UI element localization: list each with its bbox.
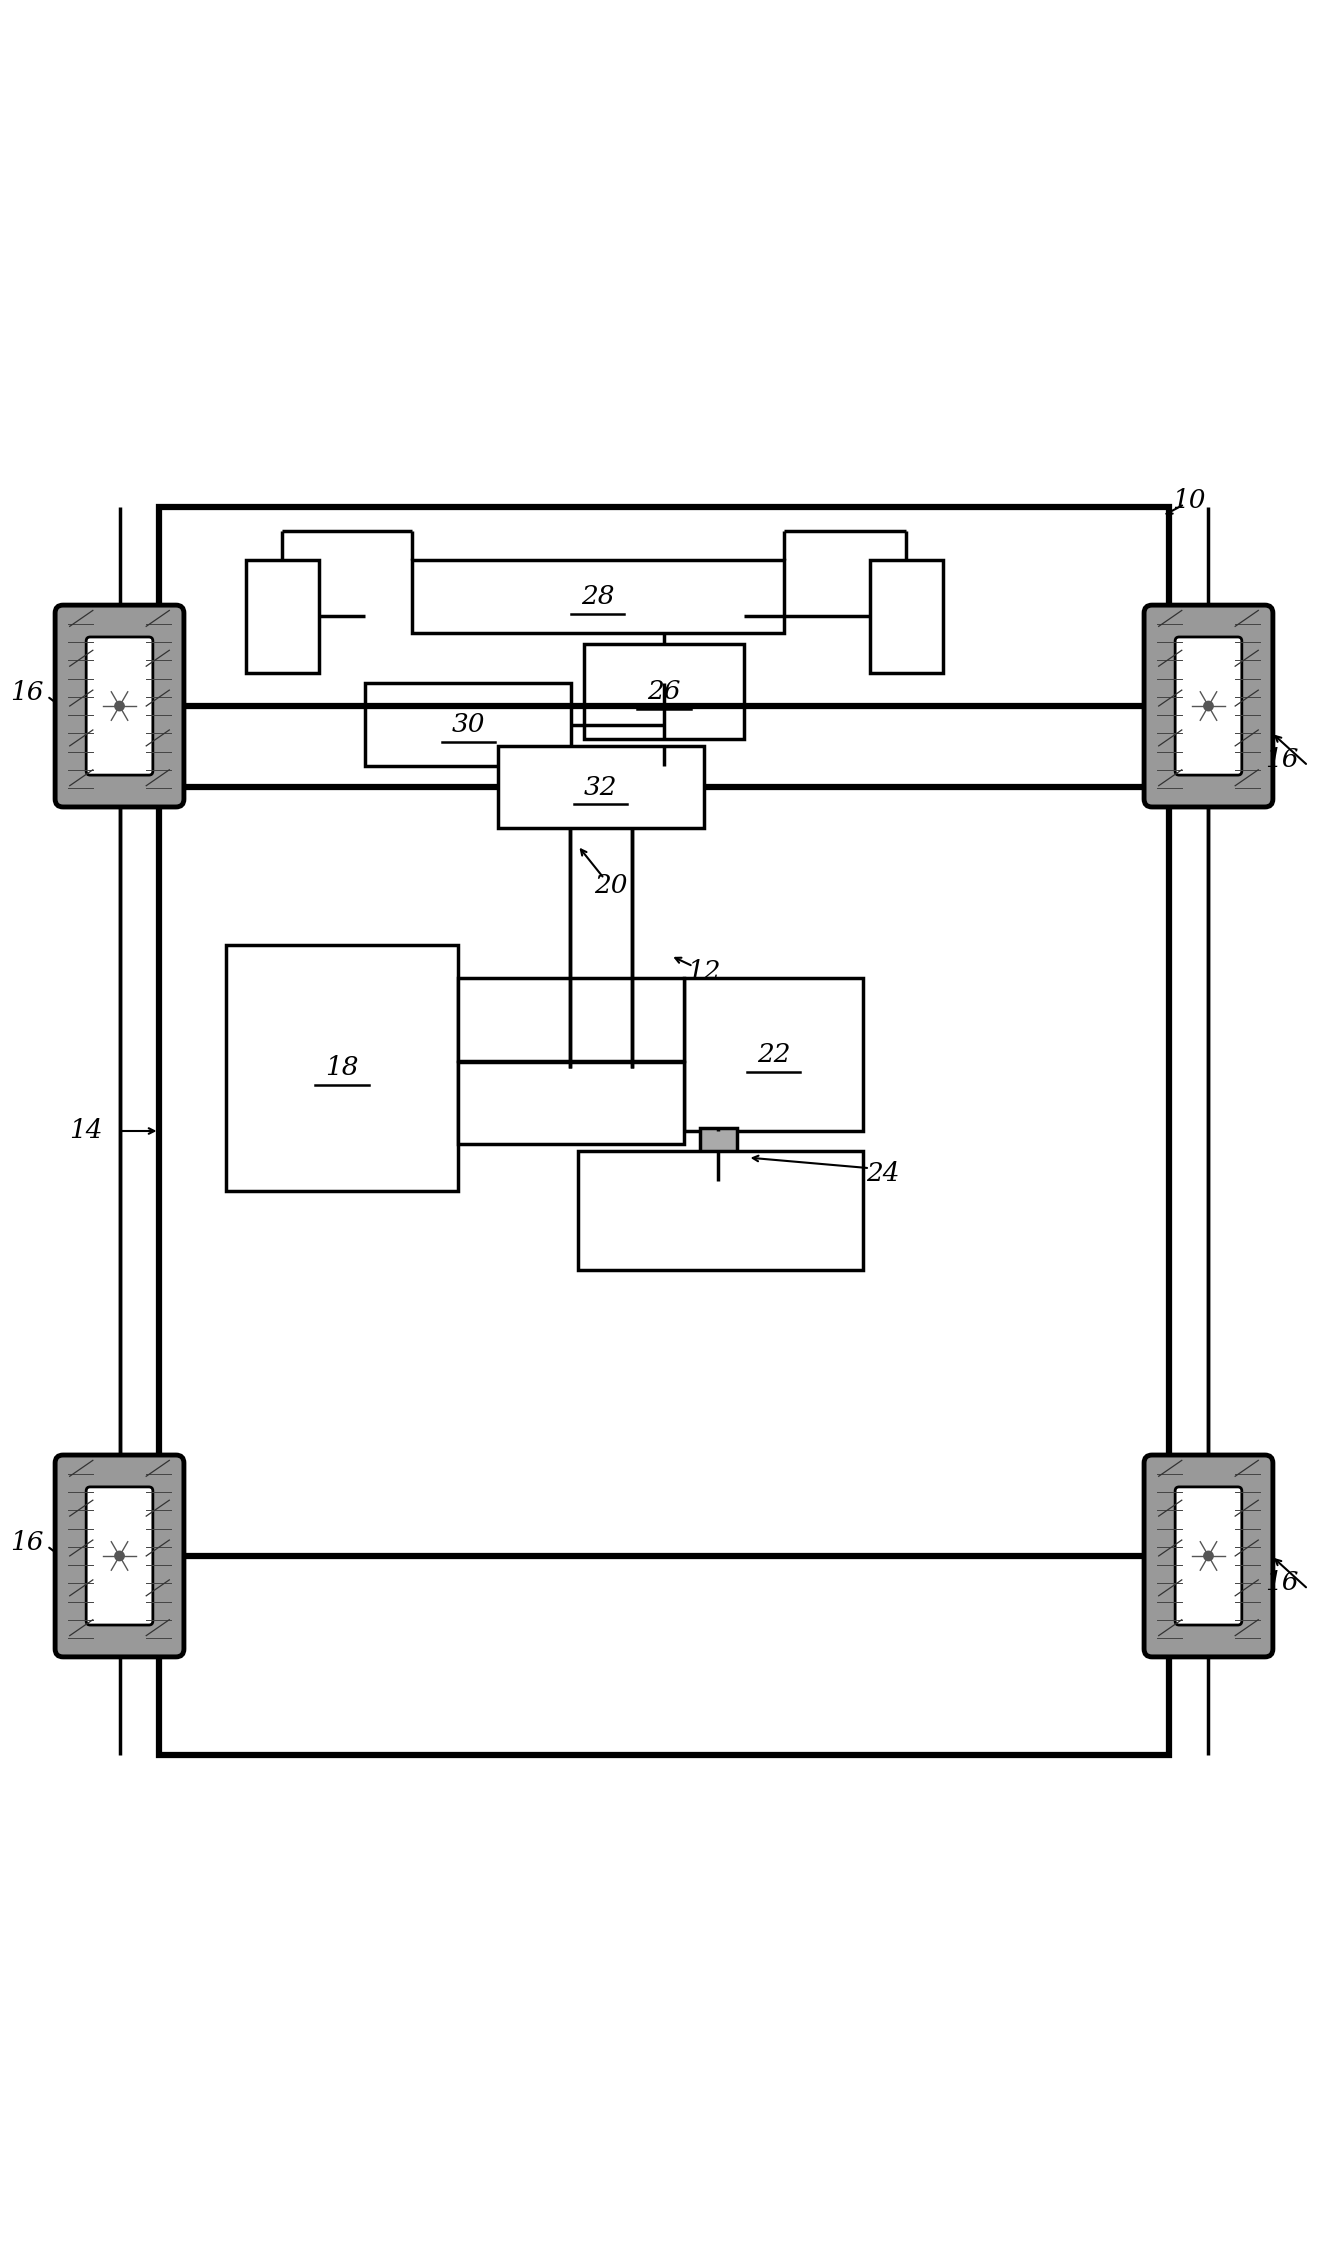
- FancyBboxPatch shape: [1175, 1486, 1242, 1624]
- FancyBboxPatch shape: [1143, 1454, 1272, 1656]
- Text: 16: 16: [1264, 746, 1299, 771]
- FancyBboxPatch shape: [246, 561, 319, 672]
- Text: 24: 24: [866, 1160, 900, 1185]
- Text: 16: 16: [9, 1529, 44, 1556]
- FancyBboxPatch shape: [159, 507, 1169, 1755]
- FancyBboxPatch shape: [86, 638, 153, 776]
- FancyBboxPatch shape: [365, 683, 571, 767]
- Text: 28: 28: [580, 584, 615, 608]
- FancyBboxPatch shape: [458, 1061, 684, 1145]
- FancyBboxPatch shape: [684, 977, 863, 1131]
- FancyBboxPatch shape: [700, 1129, 737, 1181]
- Text: 12: 12: [687, 959, 721, 984]
- FancyBboxPatch shape: [54, 1454, 183, 1656]
- Circle shape: [1203, 1552, 1214, 1561]
- FancyBboxPatch shape: [870, 561, 943, 672]
- Text: 20: 20: [594, 873, 628, 898]
- Text: 30: 30: [452, 713, 485, 737]
- FancyBboxPatch shape: [226, 946, 458, 1190]
- Text: 14: 14: [69, 1117, 104, 1145]
- FancyBboxPatch shape: [458, 977, 684, 1061]
- Circle shape: [114, 1552, 125, 1561]
- Circle shape: [114, 701, 125, 710]
- FancyBboxPatch shape: [54, 606, 183, 808]
- Text: 18: 18: [325, 1056, 359, 1081]
- FancyBboxPatch shape: [86, 1486, 153, 1624]
- Circle shape: [1203, 701, 1214, 710]
- Text: 16: 16: [9, 681, 44, 706]
- FancyBboxPatch shape: [1143, 606, 1272, 808]
- FancyBboxPatch shape: [1175, 638, 1242, 776]
- Text: 26: 26: [647, 679, 681, 703]
- FancyBboxPatch shape: [498, 746, 704, 828]
- Text: 10: 10: [1171, 489, 1206, 513]
- Text: 16: 16: [1264, 1570, 1299, 1595]
- FancyBboxPatch shape: [412, 561, 784, 633]
- FancyBboxPatch shape: [578, 1151, 863, 1271]
- Text: 22: 22: [757, 1043, 790, 1068]
- Text: 32: 32: [584, 774, 618, 798]
- FancyBboxPatch shape: [584, 645, 744, 740]
